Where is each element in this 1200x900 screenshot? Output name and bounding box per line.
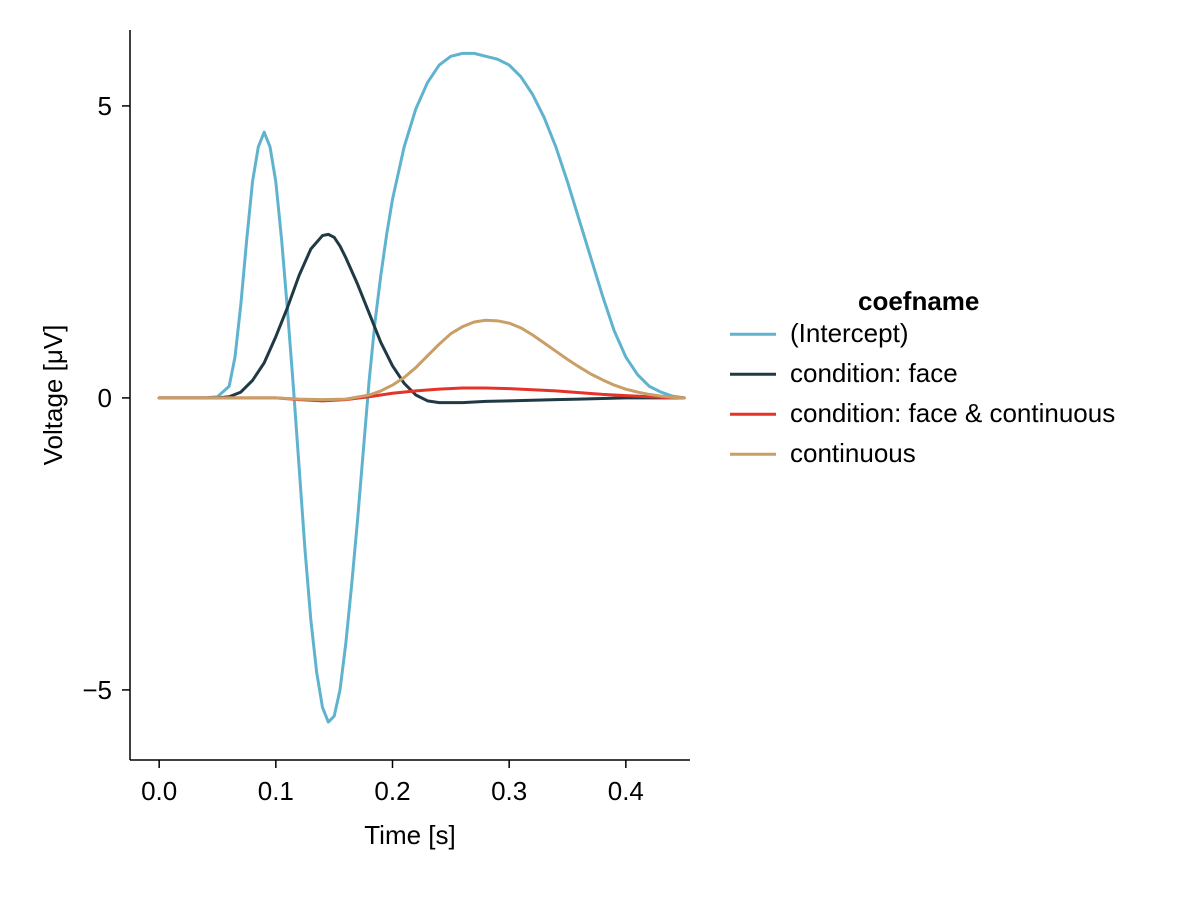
y-tick-label: −5 <box>82 675 112 705</box>
x-tick-label: 0.2 <box>374 776 410 806</box>
y-tick-label: 5 <box>98 91 112 121</box>
y-axis-title: Voltage [μV] <box>38 325 68 466</box>
legend-label: (Intercept) <box>790 318 909 348</box>
legend-label: continuous <box>790 438 916 468</box>
legend-title: coefname <box>858 286 979 316</box>
x-axis-title: Time [s] <box>364 820 455 850</box>
y-tick-label: 0 <box>98 383 112 413</box>
chart-background <box>0 0 1200 900</box>
legend-label: condition: face <box>790 358 958 388</box>
erp-line-chart: 0.0 0.1 0.2 0.3 0.4 Time [s] −5 0 5 Voltage [μV] c… <box>0 0 1200 900</box>
x-tick-label: 0.3 <box>491 776 527 806</box>
x-tick-label: 0.4 <box>608 776 644 806</box>
x-tick-label: 0.0 <box>141 776 177 806</box>
x-tick-label: 0.1 <box>258 776 294 806</box>
legend-label: condition: face & continuous <box>790 398 1115 428</box>
chart-svg: 0.0 0.1 0.2 0.3 0.4 Time [s] −5 0 5 Voltage [μV] c… <box>0 0 1200 900</box>
